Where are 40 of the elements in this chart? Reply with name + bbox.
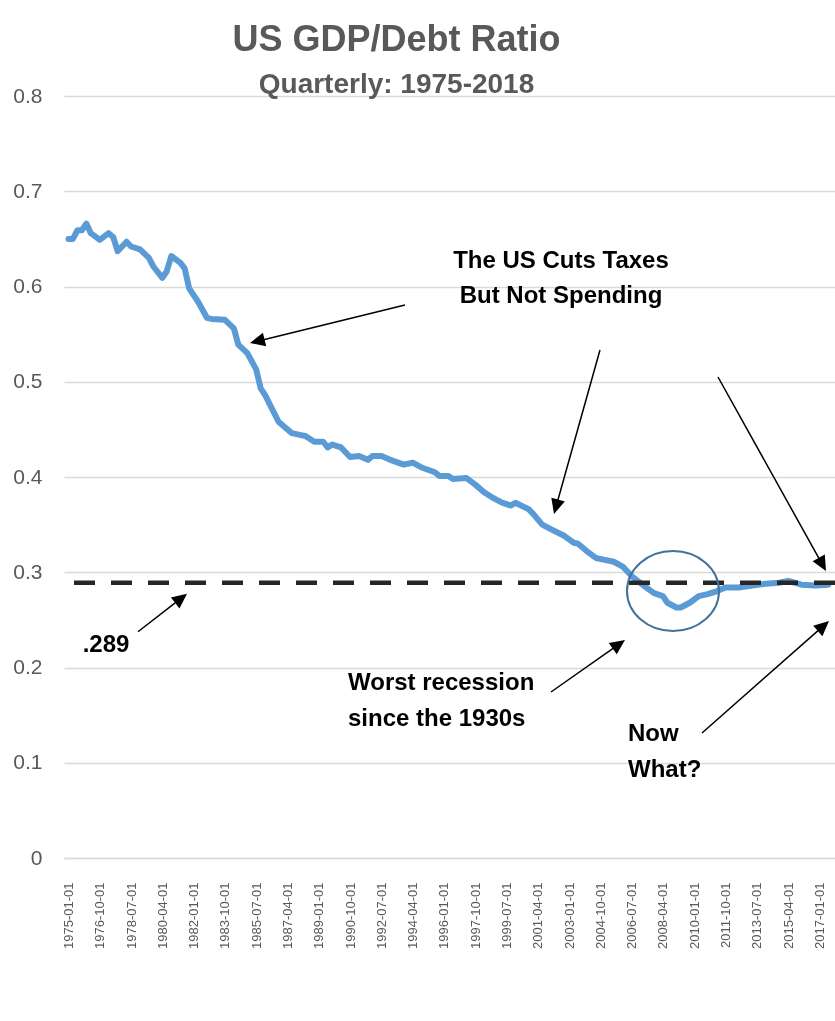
- x-tick-label: 2008-04-01: [655, 882, 671, 949]
- y-tick-label: 0.4: [13, 464, 43, 488]
- x-tick-label: 1990-10-01: [342, 882, 358, 949]
- x-tick-label: 2006-07-01: [624, 882, 640, 949]
- x-tick-label: 1994-04-01: [405, 882, 421, 949]
- annotation: The US Cuts Taxes But Not Spending: [453, 246, 669, 308]
- chart-subtitle: Quarterly: 1975-2018: [258, 68, 535, 99]
- x-tick-label: 1987-04-01: [279, 882, 295, 949]
- y-tick-label: 0.7: [13, 178, 43, 202]
- y-tick-label: 0.3: [13, 559, 43, 583]
- x-tick-label: 1999-07-01: [498, 882, 514, 949]
- x-tick-label: 1976-10-01: [92, 882, 108, 949]
- x-tick-label: 2015-04-01: [780, 882, 796, 949]
- x-tick-label: 1989-01-01: [311, 882, 327, 949]
- x-tick-label: 1985-07-01: [248, 882, 264, 949]
- x-tick-label: 1997-10-01: [467, 882, 483, 949]
- x-tick-label: 2001-04-01: [530, 882, 546, 949]
- x-tick-label: 1975-01-01: [61, 882, 76, 949]
- x-tick-label: 1996-01-01: [436, 882, 452, 949]
- x-tick-label: 1983-10-01: [217, 882, 233, 949]
- y-tick-label: 0.2: [13, 655, 43, 678]
- x-tick-label: 1982-01-01: [186, 882, 202, 949]
- chart-title: US GDP/Debt Ratio: [232, 18, 561, 59]
- x-tick-label: 2004-10-01: [592, 882, 608, 949]
- y-tick-label: 0.1: [13, 750, 43, 774]
- x-tick-label: 1978-07-01: [123, 882, 139, 949]
- x-tick-label: 1992-07-01: [373, 882, 389, 949]
- annotation: Worst recession since the 1930s: [348, 668, 535, 731]
- x-tick-label: 2017-01-01: [811, 882, 827, 949]
- ref-line-label: .289: [82, 629, 130, 657]
- x-tick-label: 2010-01-01: [686, 882, 702, 949]
- y-tick-label: 0: [30, 845, 43, 869]
- x-tick-label: 2011-10-01: [718, 882, 733, 949]
- y-tick-label: 0.5: [13, 369, 43, 393]
- annotation: Now What?: [628, 719, 702, 782]
- y-tick-label: 0.6: [13, 274, 43, 297]
- y-tick-label: 0.8: [13, 83, 43, 107]
- x-tick-label: 1980-04-01: [154, 882, 170, 949]
- x-tick-label: 2013-07-01: [749, 882, 765, 949]
- x-tick-label: 2003-01-01: [561, 882, 577, 949]
